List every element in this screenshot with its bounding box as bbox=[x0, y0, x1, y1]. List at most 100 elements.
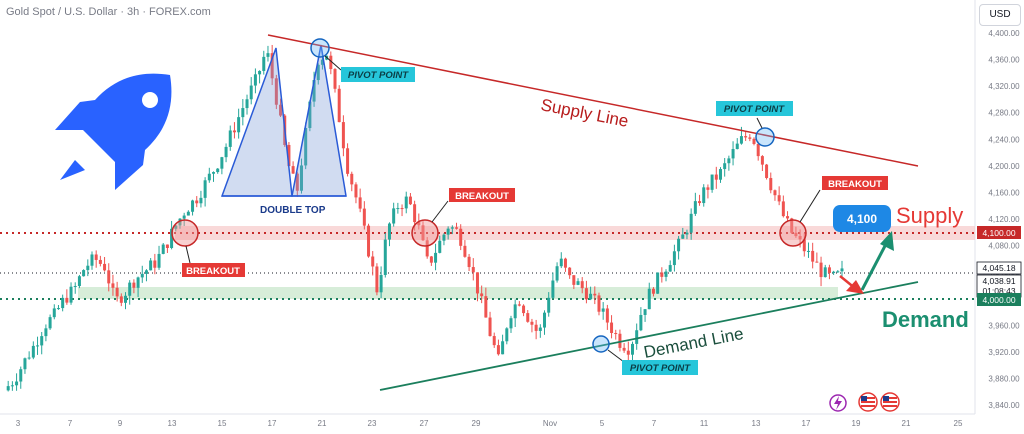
y-tick-label: 4,200.00 bbox=[988, 162, 1020, 171]
candle-body bbox=[505, 328, 509, 342]
price-axis[interactable]: 4,400.00 4,360.00 4,320.00 4,280.00 4,240.00… bbox=[988, 29, 1020, 410]
candle-body bbox=[488, 317, 492, 337]
candle-body bbox=[513, 304, 517, 319]
last-price-tag-text: 4,045.18 bbox=[982, 263, 1015, 273]
x-tick-label: 3 bbox=[16, 419, 21, 428]
x-tick-label: 17 bbox=[268, 419, 277, 428]
candle-body bbox=[94, 254, 98, 260]
pivot-pointer-top bbox=[324, 55, 342, 71]
candle-body bbox=[65, 297, 69, 303]
candle-body bbox=[40, 336, 44, 346]
candle-body bbox=[73, 286, 77, 288]
candle-body bbox=[15, 381, 19, 386]
candle-body bbox=[421, 225, 425, 241]
candle-body bbox=[90, 254, 94, 266]
target-badge[interactable] bbox=[833, 205, 891, 232]
candle-body bbox=[304, 128, 308, 166]
us-flag-icon[interactable] bbox=[858, 392, 878, 412]
x-tick-label: 5 bbox=[600, 419, 605, 428]
demand-trend-line[interactable] bbox=[379, 281, 919, 391]
candle-body bbox=[287, 144, 291, 167]
y-tick-label: 3,840.00 bbox=[988, 401, 1020, 410]
candle-body bbox=[413, 204, 417, 223]
candle-body bbox=[371, 256, 375, 267]
candle-body bbox=[731, 149, 735, 159]
candle-body bbox=[840, 268, 844, 272]
candle-body bbox=[107, 270, 111, 284]
candle-body bbox=[270, 53, 274, 79]
time-axis[interactable]: 3 7 9 13 15 17 21 23 27 29 Nov 5 7 11 13 17 19 21 25 bbox=[16, 419, 963, 428]
pivot-label-bottom-text: PIVOT POINT bbox=[630, 363, 691, 374]
candle-body bbox=[404, 196, 408, 209]
candle-body bbox=[568, 267, 572, 276]
candle-body bbox=[475, 272, 479, 294]
candle-body bbox=[237, 117, 241, 133]
candle-body bbox=[718, 169, 722, 180]
candle-body bbox=[756, 143, 760, 157]
candle-body bbox=[387, 223, 391, 240]
supply-price-tag-text: 4,100.00 bbox=[982, 228, 1015, 238]
breakout-label-right: BREAKOUT bbox=[822, 176, 888, 190]
pivot-label-right-text: PIVOT POINT bbox=[724, 104, 785, 115]
breakout-pointer-middle bbox=[431, 200, 449, 223]
candle-body bbox=[605, 308, 609, 323]
currency-button[interactable]: USD bbox=[979, 4, 1021, 26]
candle-body bbox=[383, 239, 387, 275]
candle-body bbox=[563, 258, 567, 268]
candle-body bbox=[463, 245, 467, 257]
candle-body bbox=[329, 55, 333, 70]
pivot-circle-right[interactable] bbox=[755, 127, 775, 147]
candle-body bbox=[186, 211, 190, 216]
y-tick-label: 4,240.00 bbox=[988, 135, 1020, 144]
supply-price-tag: 4,100.00 bbox=[977, 226, 1021, 239]
x-tick-label: 19 bbox=[852, 419, 861, 428]
candle-body bbox=[295, 173, 299, 191]
candle-body bbox=[350, 173, 354, 185]
candle-body bbox=[744, 136, 748, 138]
chart-title: Gold Spot / U.S. Dollar · 3h · FOREX.com bbox=[6, 6, 211, 18]
candle-body bbox=[216, 168, 220, 173]
candle-body bbox=[626, 350, 630, 355]
candle-body bbox=[698, 201, 702, 204]
breakout-label-left: BREAKOUT bbox=[182, 263, 245, 277]
supply-trend-line[interactable] bbox=[267, 34, 919, 167]
candle-body bbox=[61, 297, 65, 309]
breakout-circle-middle[interactable] bbox=[411, 219, 439, 247]
candle-body bbox=[484, 296, 488, 318]
candle-body bbox=[153, 260, 157, 268]
breakout-circle-left[interactable] bbox=[171, 219, 199, 247]
pivot-circle-bottom[interactable] bbox=[592, 335, 610, 353]
candle-body bbox=[794, 232, 798, 237]
candle-body bbox=[86, 265, 90, 271]
pivot-circle-top[interactable] bbox=[310, 38, 330, 58]
flash-icon[interactable] bbox=[829, 394, 847, 412]
breakout-circle-right[interactable] bbox=[779, 219, 807, 247]
candle-body bbox=[316, 64, 320, 81]
breakout-label-left-text: BREAKOUT bbox=[186, 266, 240, 277]
candle-body bbox=[689, 213, 693, 233]
candle-body bbox=[681, 234, 685, 239]
x-tick-label: 11 bbox=[700, 419, 709, 428]
us-flag-icon-2[interactable] bbox=[880, 392, 900, 412]
current-price-tag: 4,038.91 01:08:43 bbox=[976, 274, 1022, 298]
candle-body bbox=[291, 166, 295, 174]
candle-body bbox=[362, 208, 366, 226]
candle-body bbox=[312, 80, 316, 102]
up-arrow-line bbox=[860, 243, 888, 291]
candle-body bbox=[56, 308, 60, 310]
candle-body bbox=[346, 148, 350, 174]
candle-body bbox=[534, 324, 538, 331]
candle-body bbox=[333, 69, 337, 89]
candle-body bbox=[191, 200, 195, 212]
candle-body bbox=[144, 270, 148, 274]
candle-body bbox=[446, 228, 450, 235]
candle-body bbox=[480, 293, 484, 297]
breakout-label-middle-text: BREAKOUT bbox=[455, 191, 509, 202]
candle-body bbox=[819, 262, 823, 278]
candle-body bbox=[354, 184, 358, 198]
countdown-text: 01:08:43 bbox=[982, 286, 1015, 296]
candle-body bbox=[639, 314, 643, 331]
breakout-label-right-text: BREAKOUT bbox=[828, 179, 882, 190]
candle-body bbox=[735, 143, 739, 150]
